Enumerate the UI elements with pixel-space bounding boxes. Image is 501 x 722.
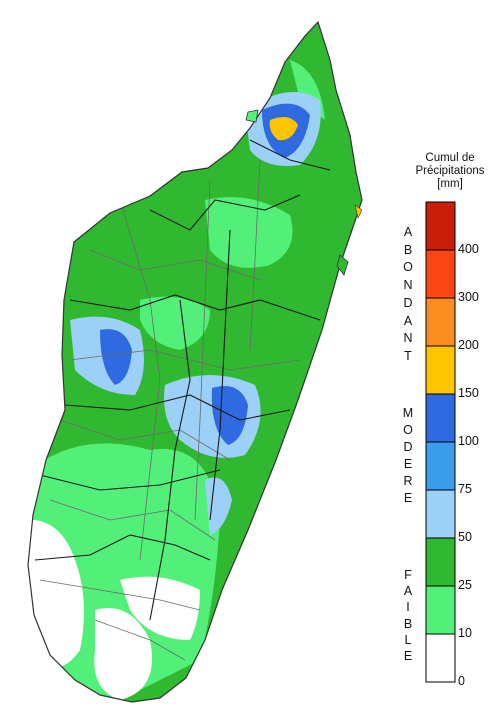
legend-category-letter: I: [406, 600, 410, 615]
legend-tick-label: 75: [458, 482, 472, 496]
nosy-boraha-island: [336, 254, 349, 276]
legend-category-letter: B: [403, 242, 413, 257]
coastline: [27, 20, 363, 703]
legend-category-letter: D: [403, 440, 413, 454]
legend-category-letter: E: [403, 491, 413, 505]
legend-category-letter: A: [403, 313, 413, 328]
legend-category-letter: E: [403, 649, 413, 663]
legend-category-letter: R: [403, 474, 413, 488]
legend-category-letter: A: [403, 225, 413, 239]
legend-tick-label: 400: [458, 242, 479, 256]
legend-bin-300: [425, 249, 456, 299]
legend-category-letter: D: [403, 295, 413, 310]
legend-bin-400: [425, 201, 456, 251]
legend-color-bar: [425, 201, 456, 683]
legend-tick-label: 300: [458, 290, 479, 304]
legend-tick-label: 25: [458, 578, 472, 592]
legend-title-line1: Cumul de: [425, 152, 475, 164]
legend-category-letter: O: [403, 423, 413, 437]
legend-category-letter: L: [404, 632, 412, 647]
legend-category-letter: E: [403, 457, 413, 471]
legend-tick-label: 100: [458, 434, 479, 448]
legend-tick-label: 0: [458, 674, 465, 688]
legend-category-letter: T: [404, 348, 412, 363]
legend-category-letter: M: [402, 406, 414, 420]
legend-tick-label: 150: [458, 386, 479, 400]
legend-bin-10: [425, 585, 456, 635]
legend-bin-0: [425, 633, 456, 683]
rainfall-shading: [28, 22, 362, 702]
legend-category-letter: A: [403, 584, 413, 599]
legend-category-letter: B: [403, 616, 413, 631]
legend-bin-100: [425, 393, 456, 443]
legend-category-letter: O: [403, 260, 413, 275]
legend-tick-label: 200: [458, 338, 479, 352]
legend-category-letter: F: [404, 568, 412, 582]
legend-bin-200: [425, 297, 456, 347]
legend-unit: [mm]: [437, 178, 463, 190]
nosy-be-island: [245, 109, 259, 123]
coastal-islet: [354, 204, 363, 219]
legend-tick-label: 50: [458, 530, 472, 544]
district-boundaries: [39, 159, 301, 661]
legend-bin-150: [425, 345, 456, 395]
legend-tick-label: 10: [458, 626, 472, 640]
legend-bin-75: [425, 441, 456, 491]
legend-category-letter: N: [403, 331, 413, 346]
legend-bin-50: [425, 489, 456, 539]
legend-title-line2: Précipitations: [415, 165, 485, 177]
region-boundaries: [34, 139, 331, 621]
legend-bin-25: [425, 537, 456, 587]
legend-category-letter: N: [403, 278, 413, 293]
